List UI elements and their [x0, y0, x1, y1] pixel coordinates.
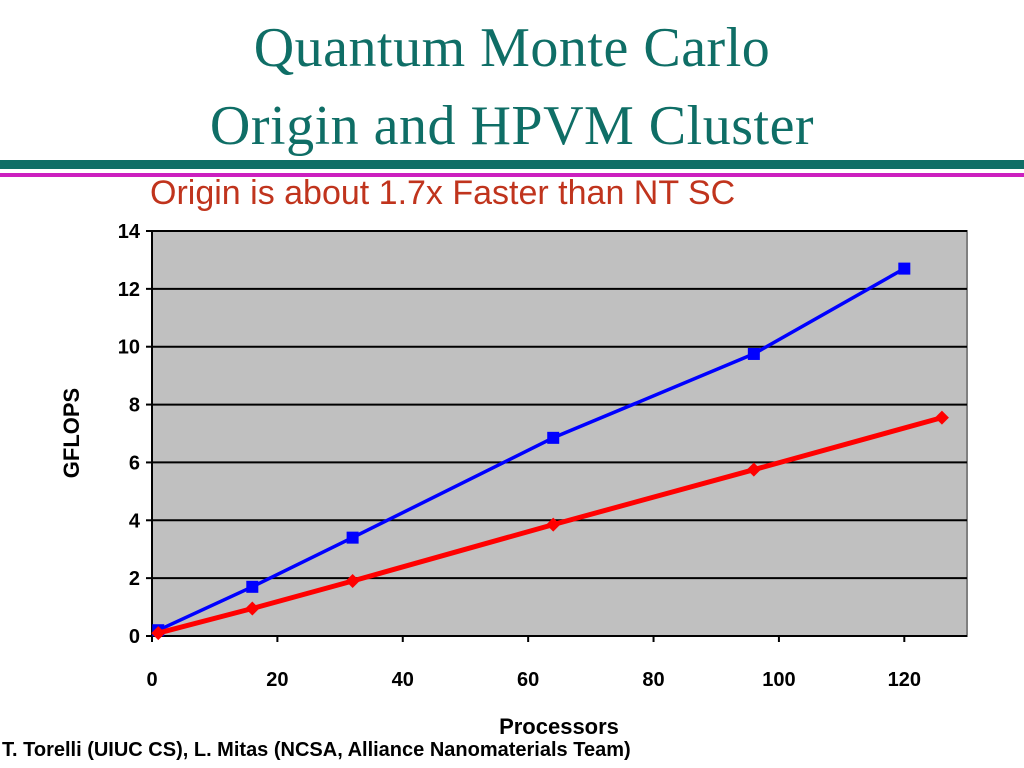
author-credit: T. Torelli (UIUC CS), L. Mitas (NCSA, Al… [2, 739, 631, 761]
y-tick-label: 0 [129, 626, 140, 648]
title-rule-primary [0, 160, 1024, 169]
series-2 [151, 410, 949, 641]
x-axis-label: Processors [499, 714, 619, 739]
title-rule-secondary [0, 173, 1024, 177]
data-point [934, 410, 949, 425]
slide-title-line-2: Origin and HPVM Cluster [209, 95, 815, 157]
series-line [157, 267, 906, 632]
y-tick-label: 6 [129, 452, 140, 474]
data-point [245, 601, 260, 616]
x-tick-label: 80 [642, 669, 664, 691]
axes: 0 2 4 6 8 10 12 14 0 20 40 60 80 100 120 [118, 221, 967, 691]
data-point [547, 431, 560, 444]
data-point [747, 347, 760, 360]
series-1 [152, 262, 911, 637]
x-tick-label: 120 [888, 669, 921, 691]
slide-title-line-1: Quantum Monte Carlo [253, 17, 771, 79]
data-point [246, 580, 259, 593]
data-point [746, 462, 761, 477]
chart-subtitle: Origin is about 1.7x Faster than NT SC [150, 174, 736, 212]
y-tick-label: 4 [129, 510, 141, 532]
y-tick-label: 2 [129, 568, 140, 590]
x-tick-label: 100 [762, 669, 795, 691]
data-point [898, 262, 911, 275]
x-tick-label: 40 [392, 669, 414, 691]
y-tick-label: 8 [129, 395, 140, 417]
y-axis-label: GFLOPS [59, 388, 84, 478]
y-tick-label: 10 [118, 337, 140, 359]
data-point [546, 517, 561, 532]
data-series [151, 262, 949, 641]
data-point [345, 574, 360, 589]
x-tick-label: 60 [517, 669, 539, 691]
data-point [151, 626, 166, 641]
y-tick-label: 14 [118, 221, 141, 243]
data-point [346, 531, 359, 544]
x-tick-label: 20 [266, 669, 288, 691]
y-tick-label: 12 [118, 279, 140, 301]
x-tick-label: 0 [146, 669, 157, 691]
series-line [157, 415, 943, 636]
